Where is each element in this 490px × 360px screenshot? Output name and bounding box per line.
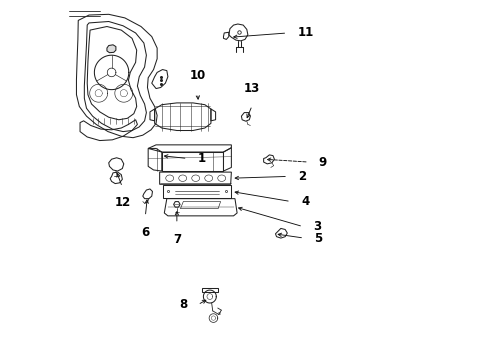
- Text: 8: 8: [179, 298, 188, 311]
- Text: 13: 13: [244, 82, 260, 95]
- Text: 2: 2: [298, 170, 306, 183]
- Text: 1: 1: [197, 152, 206, 165]
- Text: 12: 12: [114, 196, 130, 209]
- Polygon shape: [107, 45, 116, 53]
- Text: 10: 10: [190, 69, 206, 82]
- Text: 3: 3: [313, 220, 321, 233]
- Text: 7: 7: [173, 233, 181, 246]
- Text: 6: 6: [141, 226, 149, 239]
- Text: 11: 11: [297, 27, 314, 40]
- Text: 5: 5: [314, 231, 322, 244]
- Text: 9: 9: [319, 156, 327, 168]
- Text: 4: 4: [301, 195, 309, 208]
